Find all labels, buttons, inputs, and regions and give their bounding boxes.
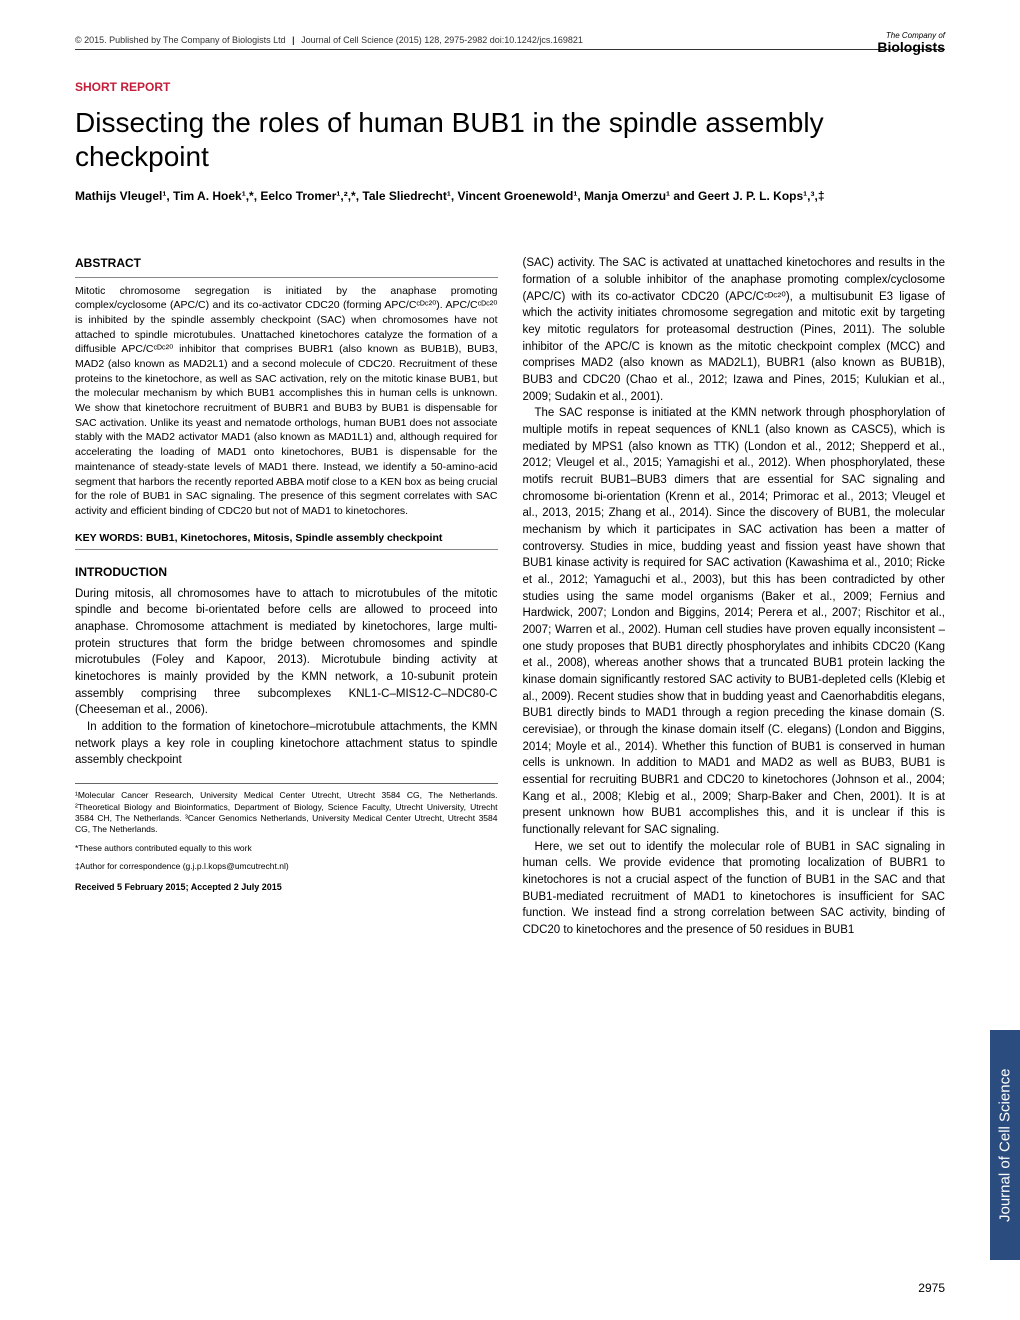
article-title: Dissecting the roles of human BUB1 in th… [75, 106, 945, 173]
right-column: (SAC) activity. The SAC is activated at … [523, 255, 946, 939]
intro-heading: INTRODUCTION [75, 564, 498, 581]
abstract-text: Mitotic chromosome segregation is initia… [75, 284, 498, 519]
equal-contribution-note: *These authors contributed equally to th… [75, 842, 498, 854]
keywords: KEY WORDS: BUB1, Kinetochores, Mitosis, … [75, 531, 498, 546]
correspondence-note: ‡Author for correspondence (g.j.p.l.kops… [75, 860, 498, 872]
authors: Mathijs Vleugel¹, Tim A. Hoek¹,*, Eelco … [75, 187, 945, 205]
two-column-layout: ABSTRACT Mitotic chromosome segregation … [75, 255, 945, 939]
section-label: SHORT REPORT [75, 80, 945, 94]
received-date: Received 5 February 2015; Accepted 2 Jul… [75, 881, 498, 894]
page-number: 2975 [918, 1281, 945, 1295]
affiliations: ¹Molecular Cancer Research, University M… [75, 783, 498, 836]
publisher-logo: The Company of Biologists [877, 32, 945, 54]
left-column: ABSTRACT Mitotic chromosome segregation … [75, 255, 498, 939]
abstract-heading: ABSTRACT [75, 255, 498, 272]
header-line: © 2015. Published by The Company of Biol… [75, 35, 945, 50]
intro-text: During mitosis, all chromosomes have to … [75, 586, 498, 769]
journal-ref: Journal of Cell Science (2015) 128, 2975… [301, 35, 583, 45]
journal-tab: Journal of Cell Science [990, 1030, 1020, 1260]
copyright: © 2015. Published by The Company of Biol… [75, 35, 286, 45]
